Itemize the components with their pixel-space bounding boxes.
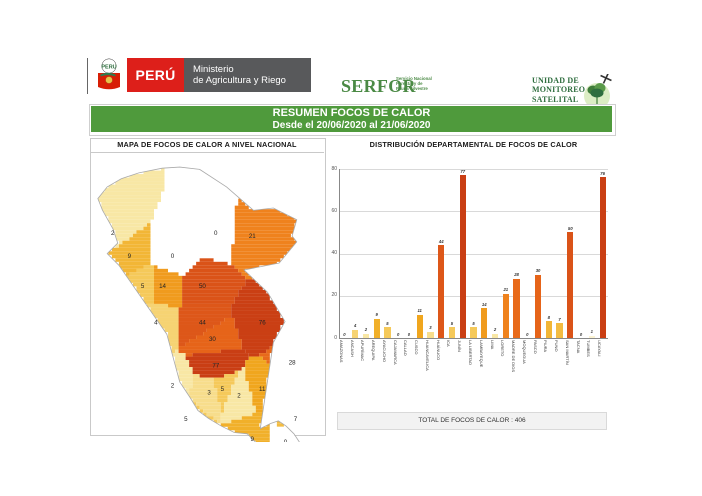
svg-text:4: 4 [154,320,158,327]
svg-text:11: 11 [259,386,266,393]
svg-text:7: 7 [294,416,298,423]
svg-text:14: 14 [159,283,166,290]
svg-text:3: 3 [207,389,211,396]
svg-text:21: 21 [249,233,256,240]
svg-text:0: 0 [214,230,218,237]
svg-text:5: 5 [184,416,188,423]
svg-text:5: 5 [141,283,145,290]
svg-text:5: 5 [221,386,225,393]
svg-text:2: 2 [237,393,241,400]
svg-text:50: 50 [199,283,206,290]
svg-text:0: 0 [284,439,288,442]
svg-text:76: 76 [259,320,266,327]
svg-text:9: 9 [251,436,255,442]
svg-text:30: 30 [209,336,216,343]
svg-text:77: 77 [212,363,219,370]
svg-text:0: 0 [171,253,175,260]
svg-text:9: 9 [128,253,132,260]
svg-text:2: 2 [111,230,115,237]
svg-text:28: 28 [289,359,296,366]
svg-text:44: 44 [199,320,206,327]
svg-text:PERU: PERU [101,65,116,71]
svg-text:2: 2 [171,383,175,390]
